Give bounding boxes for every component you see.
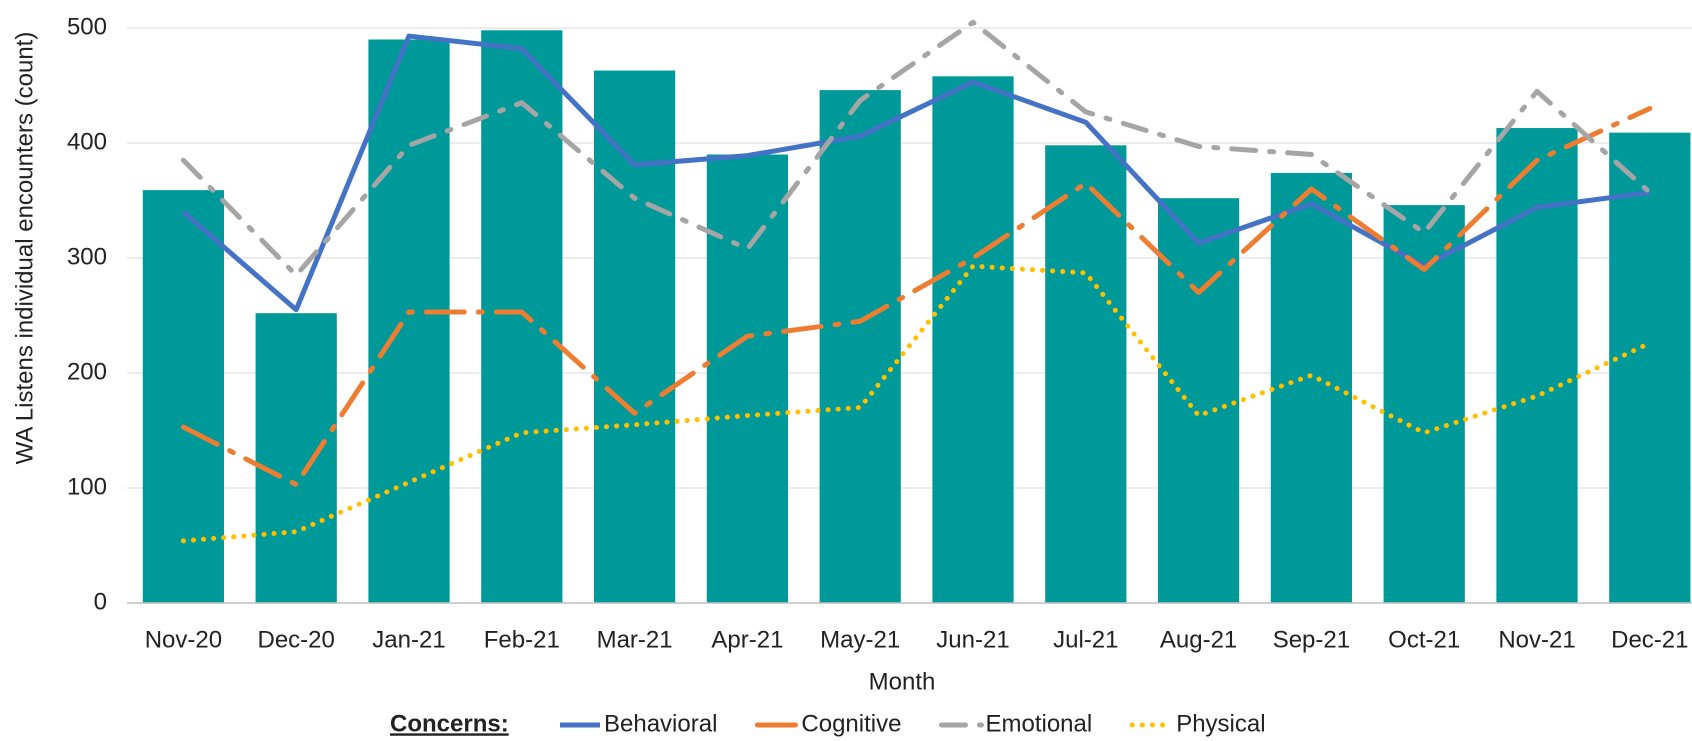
y-tick-label: 200 [67,358,107,385]
bar [1609,132,1691,603]
bar [142,190,225,603]
legend-title: Concerns: [390,710,509,737]
x-tick-label: May-21 [820,626,900,653]
x-tick-label: Nov-21 [1498,626,1575,653]
x-tick-label: Nov-20 [145,626,222,653]
line-series [180,106,1653,488]
legend-label: Cognitive [801,710,901,737]
y-tick-label: 300 [67,243,107,270]
x-tick-label: Aug-21 [1160,626,1237,653]
bar [368,39,450,603]
x-tick-label: Jan-21 [372,626,445,653]
x-tick-label: Feb-21 [484,626,560,653]
bar [1157,198,1240,603]
bar [1496,128,1578,604]
bar [706,154,789,603]
y-tick-label: 500 [67,13,107,40]
legend-label: Emotional [985,710,1092,737]
legend-label: Behavioral [604,710,717,737]
bar [481,30,563,604]
line-series [180,19,1653,278]
bar [593,70,676,604]
y-tick-label: 100 [67,473,107,500]
x-tick-label: Apr-21 [711,626,783,653]
x-axis-label: Month [869,668,936,695]
line-series [181,33,1651,313]
bar [1045,145,1127,604]
bar [932,76,1014,604]
bar [255,313,337,603]
x-tick-label: Jul-21 [1053,626,1118,653]
y-tick-label: 400 [67,128,107,155]
x-tick-label: Dec-21 [1611,626,1688,653]
y-tick-label: 0 [94,588,107,615]
legend-label: Physical [1176,710,1265,737]
x-tick-label: Oct-21 [1388,626,1460,653]
y-axis-label: WA Listens individual encounters (count) [11,32,38,465]
x-tick-label: Dec-20 [258,626,335,653]
x-tick-label: Mar-21 [597,626,673,653]
x-tick-label: Sep-21 [1273,626,1350,653]
line-series [180,263,1653,544]
bar [819,90,901,604]
x-tick-label: Jun-21 [936,626,1009,653]
